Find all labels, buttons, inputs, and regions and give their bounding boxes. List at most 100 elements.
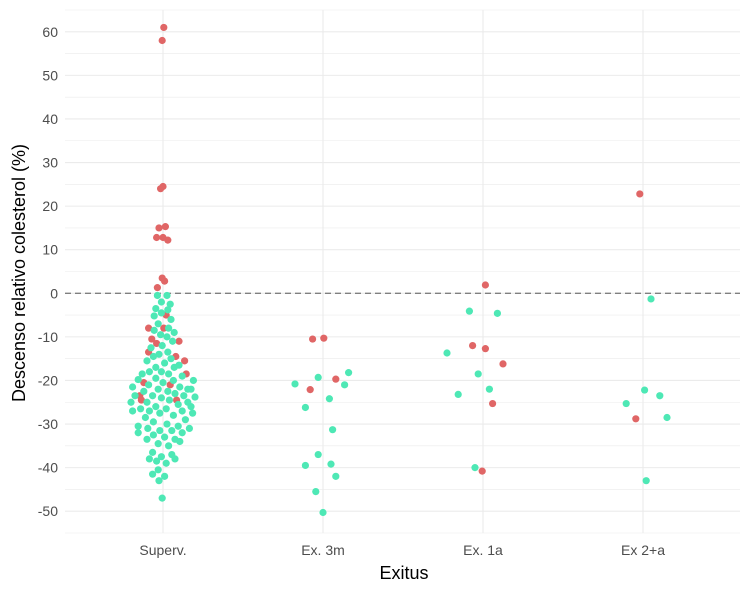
teal-data-point <box>152 403 160 411</box>
teal-data-point <box>169 376 177 385</box>
teal-data-point <box>174 400 182 409</box>
teal-data-point <box>162 459 170 467</box>
teal-data-point <box>129 407 137 415</box>
teal-data-point <box>176 383 184 391</box>
teal-data-point <box>641 386 649 394</box>
teal-data-point <box>153 457 161 465</box>
teal-data-point <box>145 455 153 463</box>
teal-data-point <box>301 403 309 412</box>
teal-data-point <box>345 369 353 377</box>
red-data-point <box>137 396 145 404</box>
teal-data-point <box>647 295 655 303</box>
x-axis-title: Exitus <box>379 563 428 583</box>
teal-data-point <box>165 370 173 378</box>
teal-data-point <box>149 448 157 456</box>
red-data-point <box>306 386 314 394</box>
red-data-point <box>332 375 340 383</box>
teal-data-point <box>169 411 177 419</box>
teal-data-point <box>158 341 166 350</box>
teal-data-point <box>154 320 162 328</box>
red-data-point <box>164 236 172 244</box>
teal-data-point <box>156 409 164 417</box>
teal-data-point <box>134 429 142 437</box>
red-data-point <box>489 399 497 408</box>
teal-data-point <box>162 405 170 413</box>
teal-data-point <box>127 398 135 406</box>
teal-data-point <box>157 394 165 402</box>
teal-data-point <box>157 298 165 306</box>
teal-data-point <box>163 333 171 341</box>
teal-data-point <box>168 426 176 435</box>
teal-data-point <box>169 337 177 345</box>
teal-data-point <box>149 392 157 400</box>
y-tick-label: 60 <box>42 24 58 40</box>
y-tick-label: -40 <box>38 460 58 476</box>
teal-data-point <box>291 380 299 388</box>
teal-data-point <box>314 450 322 459</box>
teal-data-point <box>167 355 175 363</box>
teal-data-point <box>157 368 165 376</box>
teal-data-point <box>180 392 188 400</box>
y-tick-label: -10 <box>38 329 58 345</box>
teal-data-point <box>165 396 173 404</box>
x-tick-label: Ex 2+a <box>621 542 665 558</box>
teal-data-point <box>152 304 160 313</box>
teal-data-point <box>145 407 153 415</box>
teal-data-point <box>158 494 166 502</box>
teal-data-point <box>153 291 161 300</box>
red-data-point <box>153 339 161 348</box>
teal-data-point <box>155 350 163 358</box>
y-tick-label: -20 <box>38 372 58 388</box>
teal-data-point <box>485 385 493 393</box>
red-data-point <box>158 36 166 45</box>
teal-data-point <box>164 348 172 356</box>
teal-data-point <box>154 466 162 474</box>
red-data-point <box>469 341 477 350</box>
red-data-point <box>153 233 161 242</box>
teal-data-point <box>145 381 153 389</box>
red-data-point <box>159 182 167 191</box>
y-tick-label: 10 <box>42 242 58 258</box>
teal-data-point <box>157 453 165 461</box>
teal-data-point <box>152 374 160 382</box>
teal-data-point <box>144 424 152 432</box>
teal-data-point <box>163 420 171 428</box>
teal-data-point <box>150 312 158 320</box>
teal-data-point <box>163 291 171 300</box>
y-tick-label: 30 <box>42 155 58 171</box>
teal-data-point <box>161 472 169 480</box>
red-data-point <box>175 337 183 345</box>
teal-data-point <box>301 461 309 470</box>
teal-data-point <box>141 413 149 422</box>
teal-data-point <box>164 306 172 314</box>
teal-data-point <box>327 460 335 468</box>
teal-data-point <box>454 390 462 399</box>
teal-data-point <box>191 393 199 401</box>
teal-data-point <box>167 315 175 324</box>
y-tick-labels: 60 50 40 30 20 10 0 -10 -20 -30 -40 -50 <box>38 24 58 519</box>
teal-data-point <box>159 379 167 387</box>
teal-data-point <box>171 455 179 463</box>
teal-data-point <box>154 440 162 448</box>
teal-data-point <box>443 349 451 357</box>
red-data-point <box>481 281 489 289</box>
teal-data-point <box>189 409 197 417</box>
teal-data-point <box>143 398 151 406</box>
teal-data-point <box>325 395 333 403</box>
teal-data-point <box>145 368 153 376</box>
y-axis-title: Descenso relativo colesterol (%) <box>9 144 29 402</box>
teal-data-point <box>134 375 142 384</box>
teal-data-point <box>161 433 169 441</box>
red-data-point <box>309 335 317 343</box>
teal-data-point <box>140 387 148 395</box>
teal-data-point <box>178 372 186 380</box>
teal-data-point <box>150 326 158 334</box>
teal-data-point <box>319 508 327 517</box>
y-tick-label: 20 <box>42 198 58 214</box>
teal-data-point <box>174 422 182 430</box>
teal-data-point <box>138 370 146 378</box>
teal-data-point <box>129 383 137 391</box>
y-tick-label: 40 <box>42 111 58 127</box>
grid <box>65 9 740 534</box>
red-data-point <box>161 223 169 231</box>
